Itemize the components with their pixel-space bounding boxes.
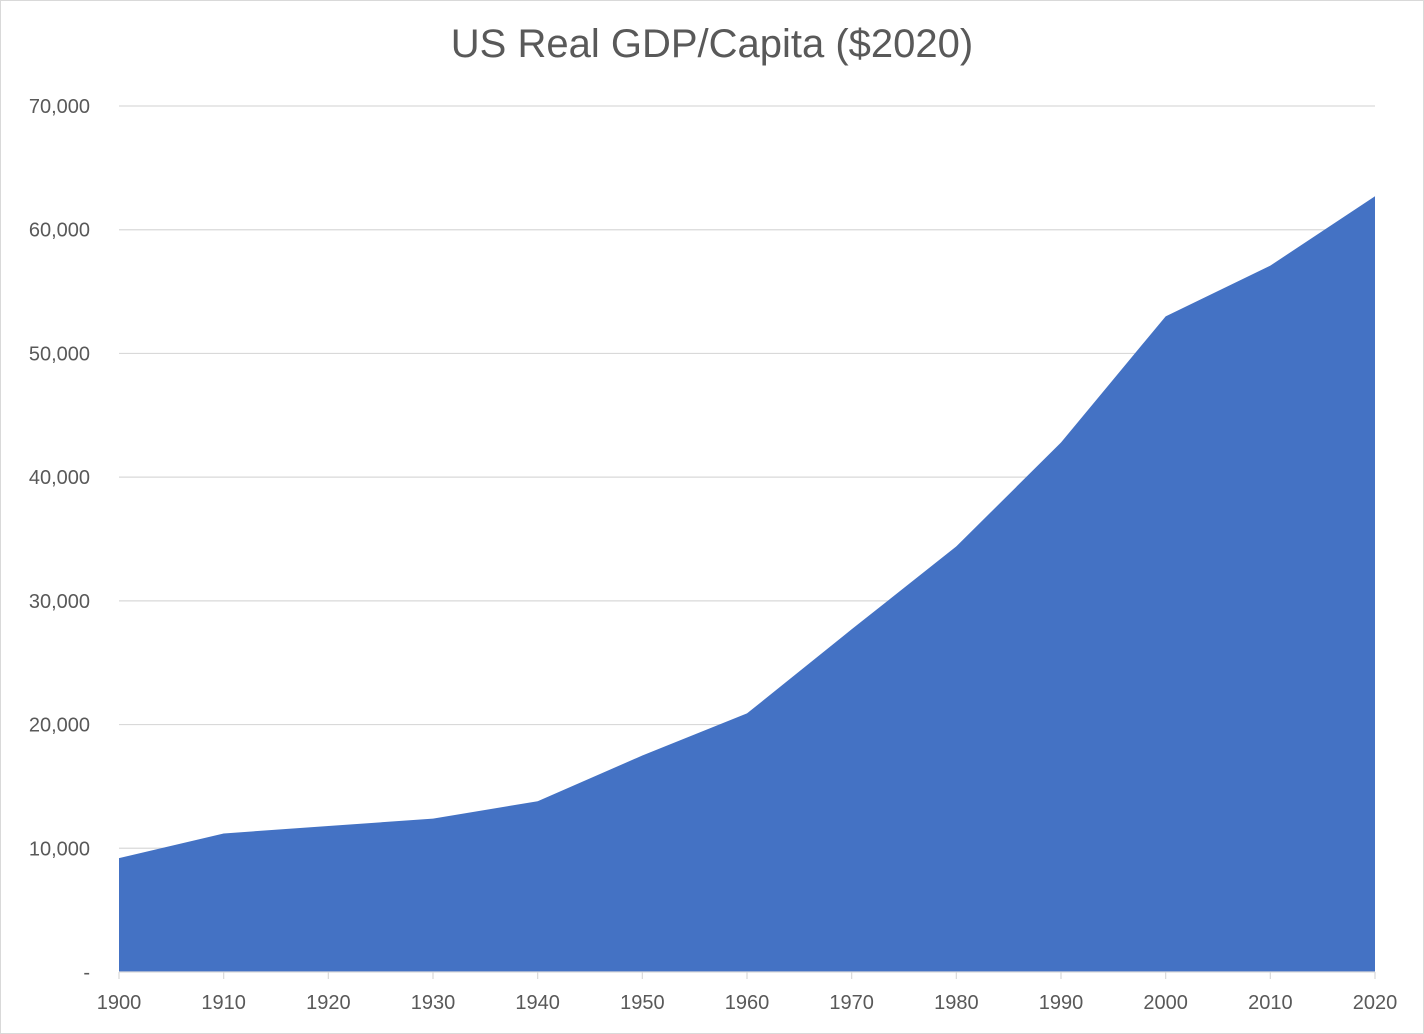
x-axis (118, 971, 1376, 979)
y-tick-label: 20,000 (29, 715, 90, 737)
area-series-fill (119, 196, 1375, 973)
x-tick-label: 1930 (411, 992, 456, 1014)
x-tick-label: 1970 (829, 992, 874, 1014)
y-tick-label: 60,000 (29, 220, 90, 242)
y-tick-label: 30,000 (29, 591, 90, 613)
x-tick-label: 1990 (1039, 992, 1084, 1014)
y-tick-label: 50,000 (29, 343, 90, 365)
x-tick-label: 1910 (201, 992, 246, 1014)
y-tick-label: - (83, 962, 90, 984)
area-series (118, 196, 1376, 973)
y-tick-label: 10,000 (29, 838, 90, 860)
y-tick-label: 40,000 (29, 467, 90, 489)
x-tick-label: 1950 (620, 992, 665, 1014)
y-tick-label: 70,000 (29, 96, 90, 118)
y-axis-tick-labels: - 10,000 20,000 30,000 40,000 50,000 60,000 70,… (29, 96, 90, 984)
x-tick-label: 1920 (306, 992, 351, 1014)
x-axis-tick-labels: 1900 1910 1920 1930 1940 1950 1960 1970 1980 1990… (97, 992, 1398, 1014)
x-tick-label: 1940 (515, 992, 560, 1014)
x-tick-label: 2020 (1353, 992, 1398, 1014)
chart-title: US Real GDP/Capita ($2020) (450, 22, 974, 66)
x-tick-label: 2000 (1143, 992, 1188, 1014)
x-tick-label: 1900 (97, 992, 142, 1014)
x-tick-label: 2010 (1248, 992, 1293, 1014)
x-tick-label: 1980 (934, 992, 979, 1014)
x-tick-label: 1960 (725, 992, 770, 1014)
